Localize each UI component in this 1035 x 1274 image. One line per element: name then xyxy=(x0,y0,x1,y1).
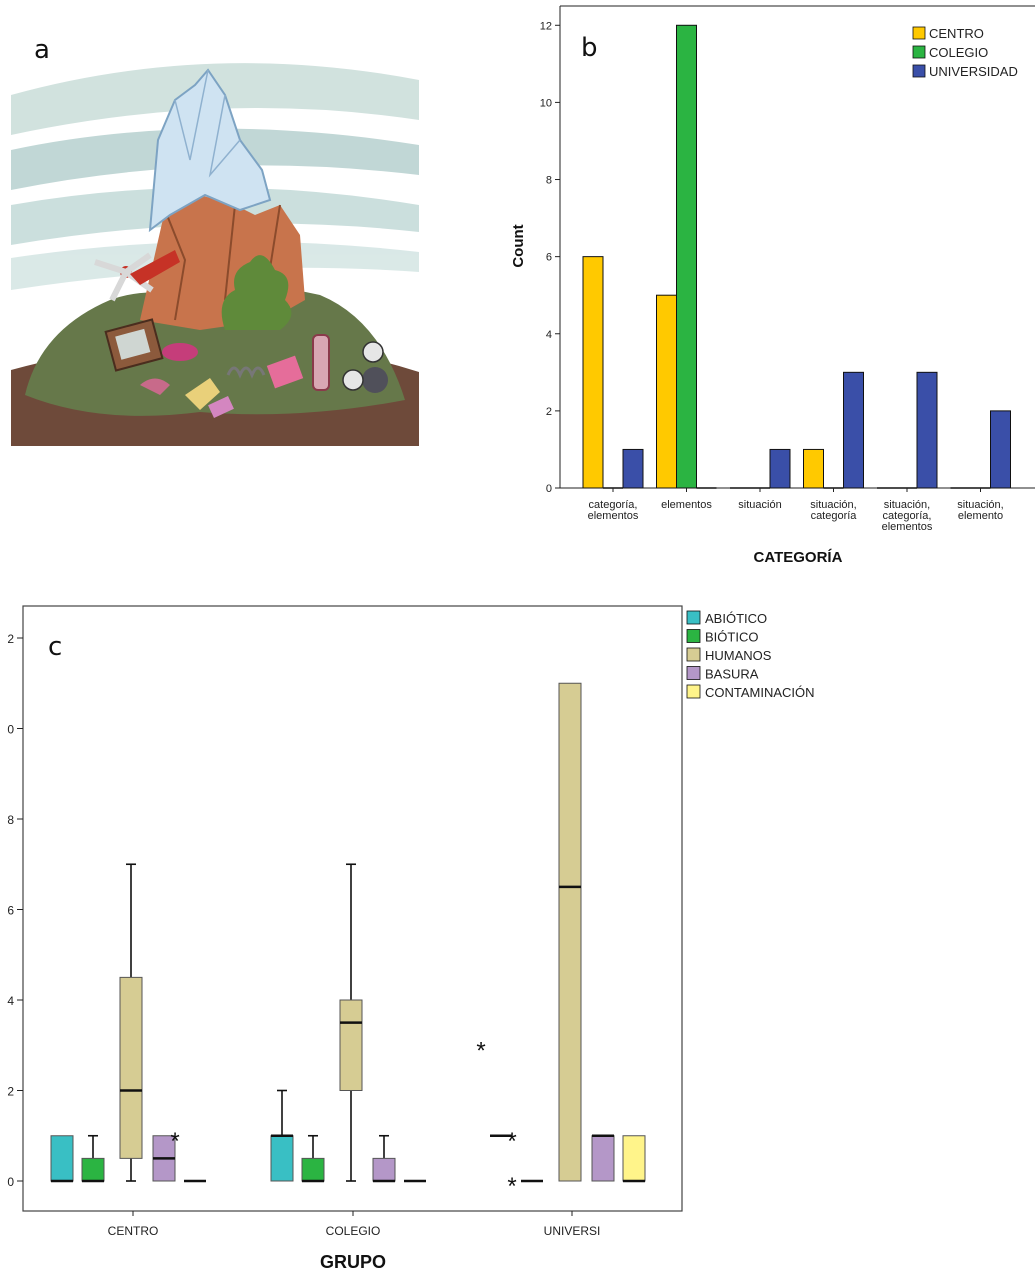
box-biótico xyxy=(81,1157,105,1182)
bar-centro xyxy=(803,448,824,489)
outlier-marker: * xyxy=(507,1173,516,1200)
box-plot-by-grupo: 0 2 4 6 8 0 2 * * * * CENTRO COLEGIO UNIVERSI GRUPO… xyxy=(7,605,815,1272)
x-tick-label: CENTRO xyxy=(108,1224,159,1238)
legend-label: BASURA xyxy=(705,667,759,682)
y-tick-label: 8 xyxy=(546,175,552,187)
panel-c-label: c xyxy=(48,632,62,662)
tree-shape xyxy=(221,255,292,330)
x-tick-label: categoría xyxy=(811,510,858,522)
x-tick-label: situación, xyxy=(810,499,856,511)
legend-swatch xyxy=(686,684,701,699)
bar-centro xyxy=(656,294,677,489)
boxes: * * * * xyxy=(50,682,646,1200)
legend-swatch xyxy=(912,26,926,40)
pink-trash-icon xyxy=(162,343,198,361)
y-axis-title: Count xyxy=(510,224,527,267)
legend-label: CONTAMINACIÓN xyxy=(705,685,815,700)
x-tick-label: situación, xyxy=(884,499,930,511)
legend-label: UNIVERSIDAD xyxy=(929,64,1018,79)
x-tick-label: elemento xyxy=(958,510,1003,522)
x-axis-title: GRUPO xyxy=(320,1252,386,1272)
box-biótico xyxy=(301,1157,325,1182)
y-ticks: 0 2 4 6 8 0 2 xyxy=(7,632,23,1189)
legend-swatch xyxy=(686,647,701,662)
y-tick-label: 8 xyxy=(7,813,14,827)
bars xyxy=(582,24,1011,489)
panel-b-label: b xyxy=(581,33,598,63)
legend-label: BIÓTICO xyxy=(705,630,758,645)
box-humanos xyxy=(119,976,143,1159)
y-tick-label: 6 xyxy=(7,904,14,918)
y-tick-label: 2 xyxy=(7,1085,14,1099)
bar-universidad xyxy=(622,448,644,489)
legend: CENTRO COLEGIO UNIVERSIDAD xyxy=(912,26,1018,79)
legend-swatch xyxy=(912,64,926,78)
box-basura xyxy=(372,1157,396,1182)
y-tick-label: 10 xyxy=(540,97,552,109)
bottle-trash-icon xyxy=(312,334,330,391)
y-tick-label: 0 xyxy=(546,483,552,495)
legend-label: CENTRO xyxy=(929,26,984,41)
bar-universidad xyxy=(769,448,791,489)
y-tick-label: 2 xyxy=(7,632,14,646)
windmill-icon xyxy=(94,250,180,302)
bar-universidad xyxy=(916,371,938,489)
legend-label: COLEGIO xyxy=(929,45,988,60)
legend-swatch xyxy=(686,666,701,680)
x-axis-title: CATEGORÍA xyxy=(754,549,843,566)
box-humanos xyxy=(558,682,582,1182)
legend-swatch xyxy=(686,610,701,625)
bar-universidad xyxy=(843,371,864,489)
bar-colegio xyxy=(676,24,697,489)
legend-swatch xyxy=(912,45,926,59)
outlier-marker: * xyxy=(476,1037,485,1064)
x-tick-label: UNIVERSI xyxy=(544,1224,601,1238)
box-abiótico xyxy=(50,1135,74,1182)
x-tick-label: COLEGIO xyxy=(326,1224,381,1238)
x-tick-label: situación, xyxy=(957,499,1003,511)
outlier-marker: * xyxy=(170,1128,179,1155)
y-tick-label: 4 xyxy=(7,994,14,1008)
x-tick-label: elementos xyxy=(588,510,639,522)
legend-label: ABIÓTICO xyxy=(705,611,767,626)
box-humanos xyxy=(339,999,363,1091)
can-trash-icon xyxy=(362,367,388,393)
bar-universidad xyxy=(990,410,1011,489)
y-tick-label: 6 xyxy=(546,252,552,264)
y-tick-label: 0 xyxy=(7,723,14,737)
legend-swatch xyxy=(686,629,701,643)
x-ticks: CENTRO COLEGIO UNIVERSI xyxy=(108,1211,601,1238)
outlier-marker: * xyxy=(507,1128,516,1155)
x-tick-label: categoría, xyxy=(883,510,932,522)
y-tick-label: 0 xyxy=(7,1175,14,1189)
x-tick-label: categoría, xyxy=(589,499,638,511)
panel-a-label: a xyxy=(34,35,50,65)
x-tick-label: elementos xyxy=(882,521,933,533)
x-tick-label: elementos xyxy=(661,499,712,511)
legend: ABIÓTICO BIÓTICO HUMANOS BASURA CONTAMINACIÓ… xyxy=(686,610,815,700)
y-tick-label: 2 xyxy=(546,406,552,418)
y-ticks: 0 2 4 6 8 10 12 xyxy=(540,20,560,495)
box-contaminación xyxy=(622,1135,646,1182)
panel-a-illustration xyxy=(11,48,419,446)
box-abiótico xyxy=(270,1135,294,1182)
y-tick-label: 12 xyxy=(540,20,552,32)
bar-centro xyxy=(582,256,604,489)
box-basura xyxy=(591,1135,615,1182)
trash-heap-shape xyxy=(25,288,405,416)
y-tick-label: 4 xyxy=(546,329,552,341)
legend-label: HUMANOS xyxy=(705,648,772,663)
x-tick-label: situación xyxy=(738,499,781,511)
